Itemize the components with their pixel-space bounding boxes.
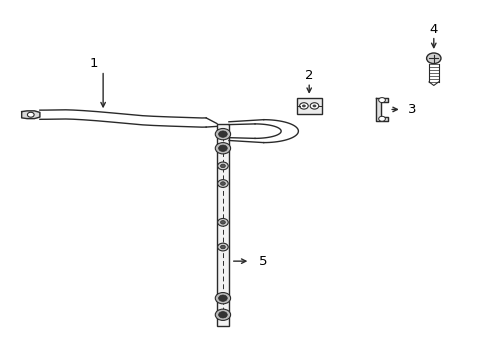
Circle shape [217, 243, 228, 251]
Circle shape [218, 131, 227, 137]
Text: 5: 5 [259, 255, 267, 267]
Text: 3: 3 [407, 103, 416, 116]
Circle shape [220, 245, 225, 249]
Circle shape [220, 221, 225, 224]
Circle shape [312, 104, 316, 107]
Circle shape [215, 309, 230, 320]
Text: 4: 4 [429, 23, 437, 36]
Circle shape [218, 295, 227, 301]
Bar [217, 123, 228, 327]
Circle shape [302, 104, 305, 107]
Circle shape [218, 312, 227, 318]
Circle shape [309, 103, 318, 109]
Circle shape [299, 103, 307, 109]
Circle shape [217, 162, 228, 170]
Circle shape [215, 293, 230, 304]
Circle shape [220, 182, 225, 185]
Circle shape [220, 164, 225, 168]
Circle shape [378, 98, 385, 103]
Circle shape [217, 180, 228, 188]
Text: 1: 1 [89, 57, 98, 70]
Bar [296, 98, 321, 114]
Polygon shape [21, 111, 40, 118]
Circle shape [378, 116, 385, 121]
Circle shape [218, 145, 227, 152]
Text: 2: 2 [305, 69, 313, 82]
Circle shape [215, 143, 230, 154]
Circle shape [27, 112, 34, 117]
Circle shape [217, 219, 228, 226]
Circle shape [215, 129, 230, 140]
Polygon shape [376, 98, 387, 121]
Circle shape [426, 53, 440, 64]
